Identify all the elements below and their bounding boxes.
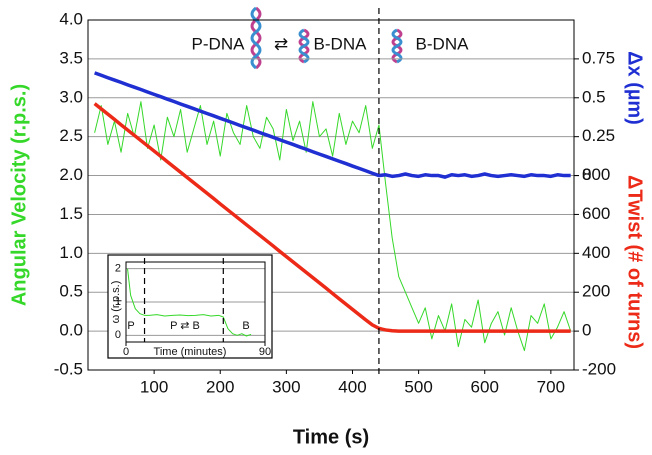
right-tick-label: 0.25: [582, 126, 615, 145]
dna-icons: [250, 6, 403, 70]
x-tick-label: 400: [338, 377, 366, 396]
annotation: P: [127, 320, 134, 332]
right-tick-label: 400: [582, 243, 610, 262]
x-axis-title: Time (minutes): [154, 346, 227, 358]
plot-frame: [125, 261, 266, 343]
annotation: P-DNA: [192, 34, 246, 53]
right-tick-label: 0.75: [582, 48, 615, 67]
x-tick-label: 700: [537, 377, 565, 396]
right-tick-label: 200: [582, 282, 610, 301]
plot-frame: [87, 19, 575, 371]
p-dna-icon: [250, 6, 262, 70]
y-tick-label: 1.0: [59, 243, 83, 262]
y-tick-label: 0: [115, 329, 121, 341]
series-line: [94, 101, 572, 352]
y-tick-label: 1: [115, 296, 121, 308]
y3-axis-title: ΔTwist (# of turns): [624, 175, 646, 349]
right-tick-label: 0: [582, 321, 591, 340]
x-axis-title: Time (s): [293, 426, 369, 448]
x-tick-label: 100: [140, 377, 168, 396]
inset-frame: [107, 254, 273, 359]
y-tick-label: 0.5: [59, 282, 83, 301]
x-tick-label: 200: [206, 377, 234, 396]
annotation: ⇄: [274, 34, 288, 53]
x-tick-label: 0: [123, 346, 129, 358]
y-tick-label: 0.0: [59, 321, 83, 340]
right-tick-label: 600: [582, 204, 610, 223]
x-tick-label: 300: [272, 377, 300, 396]
y-tick-label: 4.0: [59, 9, 83, 28]
b-dna-icon: [298, 28, 310, 64]
annotation: B-DNA: [314, 34, 368, 53]
y-tick-label: 2.5: [59, 126, 83, 145]
b-dna-icon: [391, 28, 403, 64]
y-tick-label: -0.5: [54, 359, 83, 378]
right-tick-label: 0: [582, 165, 591, 184]
p-dna-icon: [250, 6, 262, 70]
right-tick-label: 0.5: [582, 87, 606, 106]
y-tick-label: 3.5: [59, 48, 83, 67]
y-tick-label: 2: [115, 263, 121, 275]
y-tick-label: 3.0: [59, 87, 83, 106]
annotation: B: [242, 320, 249, 332]
y2-axis-title: Δx (µm): [624, 51, 646, 125]
series-line: [93, 102, 571, 333]
series-line: [127, 268, 252, 337]
annotation: P ⇄ B: [170, 320, 200, 332]
x-tick-label: 500: [404, 377, 432, 396]
x-tick-label: 600: [471, 377, 499, 396]
series-line: [94, 71, 571, 179]
y-axis-title: Angular Velocity (r.p.s.): [8, 84, 30, 306]
y-axis-title: ω (r.p.s.): [110, 281, 122, 324]
annotation: B-DNA: [416, 34, 470, 53]
x-tick-label: 90: [259, 346, 271, 358]
right-tick-label: -200: [582, 359, 616, 378]
y-tick-label: 2.0: [59, 165, 83, 184]
y-tick-label: 1.5: [59, 204, 83, 223]
right-tick-label: 800: [582, 165, 610, 184]
